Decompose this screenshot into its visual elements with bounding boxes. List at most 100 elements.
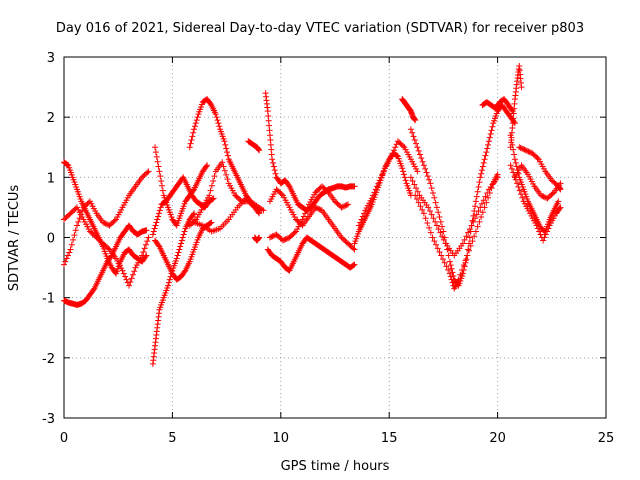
- data-point-marker: [324, 188, 331, 195]
- data-point-marker: [513, 163, 520, 170]
- data-point-marker: [224, 176, 231, 183]
- data-point-marker: [511, 156, 518, 163]
- data-point-marker: [144, 169, 151, 176]
- data-point-marker: [450, 273, 457, 280]
- data-point-marker: [426, 176, 433, 183]
- data-point-marker: [516, 187, 523, 194]
- data-point-marker: [424, 220, 431, 227]
- data-point-marker: [129, 271, 136, 278]
- x-tick-label: 25: [598, 431, 615, 446]
- data-point-marker: [449, 279, 456, 286]
- data-point-marker: [207, 187, 214, 194]
- data-point-marker: [447, 273, 454, 280]
- data-point-marker: [537, 231, 544, 238]
- data-point-marker: [428, 185, 435, 192]
- data-point-marker: [433, 204, 440, 211]
- data-point-marker: [429, 234, 436, 241]
- data-point-marker: [312, 204, 319, 211]
- data-point-marker: [377, 174, 384, 181]
- data-point-marker: [557, 204, 564, 211]
- data-point-marker: [510, 146, 517, 153]
- data-point-marker: [474, 223, 481, 230]
- data-point-marker: [478, 214, 485, 221]
- data-point-marker: [375, 180, 382, 187]
- data-point-marker: [357, 219, 364, 226]
- data-point-marker: [189, 133, 196, 140]
- data-point-marker: [75, 218, 82, 225]
- data-point-marker: [443, 263, 450, 270]
- data-point-marker: [181, 228, 188, 235]
- data-point-marker: [85, 199, 92, 206]
- data-point-marker: [191, 126, 198, 133]
- data-point-marker: [494, 171, 501, 178]
- data-point-marker: [439, 223, 446, 230]
- data-point-marker: [282, 236, 289, 243]
- data-point-marker: [515, 183, 522, 190]
- y-tick-label: -2: [42, 352, 55, 367]
- data-point-marker: [507, 132, 514, 139]
- data-point-marker: [351, 246, 358, 253]
- data-point-marker: [426, 208, 433, 215]
- series-track-k: [191, 195, 267, 235]
- data-point-marker: [220, 163, 227, 170]
- data-point-marker: [64, 252, 71, 259]
- data-point-marker: [540, 237, 547, 244]
- data-point-marker: [268, 233, 275, 240]
- data-point-marker: [361, 210, 368, 217]
- data-point-marker: [152, 222, 159, 229]
- data-point-marker: [72, 205, 79, 212]
- series-track-e: [149, 210, 198, 367]
- data-point-marker: [156, 168, 163, 175]
- data-point-marker: [521, 146, 528, 153]
- data-point-marker: [119, 267, 126, 274]
- data-point-marker: [479, 209, 486, 216]
- data-point-marker: [155, 242, 162, 249]
- data-point-marker: [122, 273, 129, 280]
- data-point-marker: [313, 205, 320, 212]
- data-point-marker: [207, 220, 214, 227]
- data-point-marker: [315, 205, 322, 212]
- data-point-marker: [159, 187, 166, 194]
- series-track-o: [264, 234, 358, 274]
- series-track-y: [507, 63, 525, 151]
- data-point-marker: [512, 159, 519, 166]
- data-point-marker: [144, 238, 151, 245]
- data-point-marker: [511, 151, 518, 158]
- data-point-marker: [439, 256, 446, 263]
- data-point-marker: [414, 168, 421, 175]
- data-point-marker: [414, 144, 421, 151]
- data-point-marker: [370, 192, 377, 199]
- series-track-u: [407, 102, 518, 289]
- data-point-marker: [461, 263, 468, 270]
- data-point-marker: [256, 234, 263, 241]
- data-point-marker: [473, 193, 480, 200]
- x-axis-label: GPS time / hours: [281, 459, 390, 474]
- data-point-marker: [388, 153, 395, 160]
- data-point-marker: [555, 198, 562, 205]
- data-point-marker: [278, 191, 285, 198]
- data-point-marker: [401, 174, 408, 181]
- data-point-marker: [446, 258, 453, 265]
- data-point-marker: [155, 210, 162, 217]
- data-point-marker: [299, 216, 306, 223]
- data-point-marker: [433, 222, 440, 229]
- data-point-marker: [155, 163, 162, 170]
- data-point-marker: [338, 204, 345, 211]
- data-point-marker: [105, 221, 112, 228]
- data-point-marker: [508, 137, 515, 144]
- data-point-marker: [175, 249, 182, 256]
- data-point-marker: [435, 209, 442, 216]
- data-point-marker: [210, 195, 217, 202]
- data-point-marker: [150, 228, 157, 235]
- data-point-marker: [206, 192, 213, 199]
- data-point-marker: [149, 231, 156, 238]
- data-point-marker: [222, 141, 229, 148]
- data-point-marker: [102, 220, 109, 227]
- data-point-marker: [455, 276, 462, 283]
- data-point-marker: [465, 247, 472, 254]
- data-point-marker: [166, 276, 173, 283]
- data-point-marker: [355, 222, 362, 229]
- data-point-marker: [517, 144, 524, 151]
- data-point-marker: [432, 218, 439, 225]
